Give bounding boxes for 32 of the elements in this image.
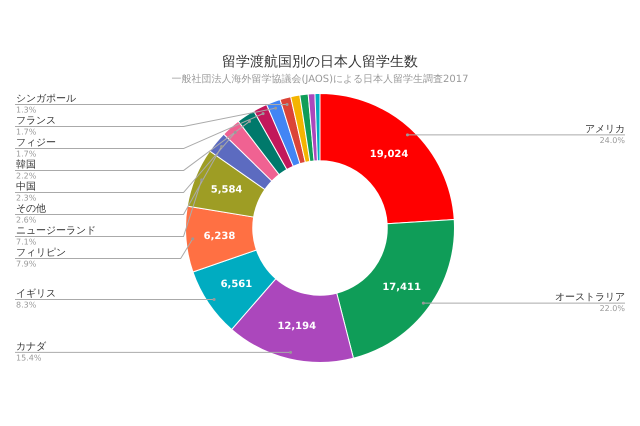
slice-label: 中国	[16, 180, 36, 193]
data-label: 7.9%	[16, 260, 37, 269]
text: 6,561	[220, 279, 252, 290]
data-label: 2.3%	[16, 194, 37, 203]
data-label: 1.7%	[16, 128, 37, 137]
slice-label: イギリス	[16, 287, 56, 300]
data-label: 2.6%	[16, 216, 37, 225]
data-label: 22.0%	[600, 304, 626, 314]
slice-label: シンガポール	[16, 94, 76, 105]
data-label: 1.7%	[16, 150, 37, 159]
slice-label: アメリカ	[585, 124, 625, 135]
slice-label: フランス	[16, 116, 56, 127]
data-label: 2.2%	[16, 172, 37, 181]
slice-label: フィジー	[16, 138, 56, 149]
data-label: 8.3%	[16, 300, 37, 310]
text: 19,024	[370, 149, 408, 160]
text: 6,238	[204, 231, 236, 242]
data-label: 15.4%	[16, 353, 42, 362]
data-label: 24.0%	[600, 136, 626, 145]
data-label: 1.3%	[16, 106, 37, 115]
slice-label: その他	[16, 202, 46, 215]
data-label: 7.1%	[16, 238, 37, 247]
text: 5,584	[210, 184, 242, 196]
slice-label: フィリピン	[16, 248, 66, 259]
slice-label: 韓国	[16, 158, 36, 171]
chart-subtitle: 一般社団法人海外留学協議会(JAOS)による日本人留学生調査2017	[170, 73, 470, 86]
chart-title: 留学渡航国別の日本人留学生数	[221, 54, 419, 71]
text: 12,194	[277, 320, 316, 332]
slice-label: カナダ	[16, 340, 47, 352]
slice-label: オーストラリア	[555, 292, 625, 304]
text: 17,411	[382, 282, 421, 293]
slice-label: ニュージーランド	[16, 226, 96, 237]
